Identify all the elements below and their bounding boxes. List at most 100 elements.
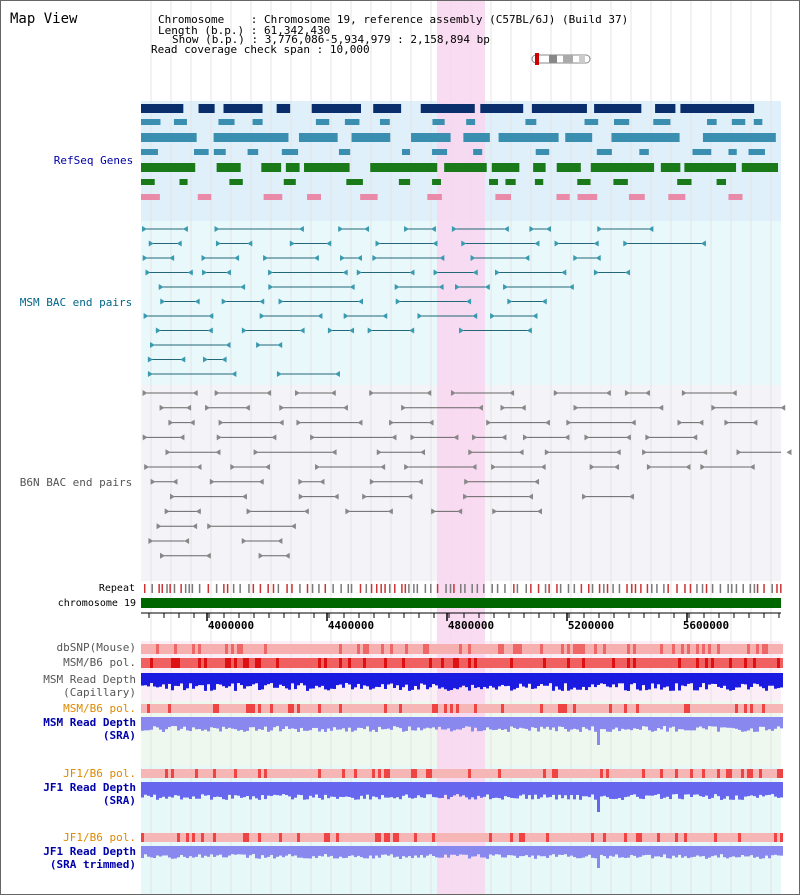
depth-bar xyxy=(738,846,741,858)
depth-bar xyxy=(666,782,669,797)
density-cell xyxy=(765,658,768,668)
density-cell xyxy=(537,704,540,713)
depth-bar xyxy=(177,846,180,858)
depth-bar xyxy=(483,717,486,731)
density-cell xyxy=(600,769,603,778)
density-cell xyxy=(609,658,612,668)
depth-bar xyxy=(558,782,561,795)
depth-bar xyxy=(633,717,636,729)
depth-bar xyxy=(627,782,630,797)
depth-bar xyxy=(561,782,564,799)
density-cell xyxy=(402,769,405,778)
bac-end-marker xyxy=(298,478,304,485)
depth-bar xyxy=(597,782,600,812)
density-cell xyxy=(339,658,342,668)
density-cell xyxy=(606,833,609,842)
depth-bar xyxy=(564,717,567,729)
density-cell xyxy=(213,644,216,654)
bac-end-marker xyxy=(644,390,650,396)
density-cell xyxy=(300,833,303,842)
depth-bar xyxy=(585,846,588,857)
gene-feature xyxy=(141,133,197,142)
density-cell xyxy=(309,833,312,842)
depth-bar xyxy=(231,673,234,684)
depth-bar xyxy=(348,717,351,728)
depth-bar xyxy=(228,673,231,687)
depth-bar xyxy=(603,782,606,796)
density-cell xyxy=(513,644,516,654)
depth-bar xyxy=(675,673,678,684)
density-cell xyxy=(753,704,756,713)
depth-bar xyxy=(513,673,516,690)
density-cell xyxy=(591,833,594,842)
depth-bar xyxy=(486,673,489,689)
depth-bar xyxy=(411,673,414,690)
density-cell xyxy=(393,658,396,668)
density-cell xyxy=(198,704,201,713)
density-cell xyxy=(732,704,735,713)
density-cell xyxy=(456,833,459,842)
depth-bar xyxy=(459,782,462,797)
density-cell xyxy=(414,833,417,842)
density-cell xyxy=(210,644,213,654)
density-cell xyxy=(309,658,312,668)
density-cell xyxy=(558,658,561,668)
depth-bar xyxy=(534,846,537,859)
gene-feature xyxy=(741,163,779,172)
density-cell xyxy=(489,658,492,668)
depth-bar xyxy=(744,717,747,732)
chromosome-ideogram[interactable] xyxy=(529,53,593,65)
density-cell xyxy=(513,833,516,842)
bac-end-marker xyxy=(461,240,467,247)
bac-end-marker xyxy=(345,508,351,515)
density-cell xyxy=(282,644,285,654)
repeat-mark xyxy=(169,584,171,593)
repeat-mark xyxy=(496,584,499,593)
density-cell xyxy=(711,658,714,668)
depth-bar xyxy=(729,846,732,858)
depth-bar xyxy=(402,673,405,688)
depth-bar xyxy=(162,673,165,685)
density-cell xyxy=(237,644,240,654)
depth-bar xyxy=(753,782,756,797)
bac-end-marker xyxy=(630,419,636,426)
depth-bar xyxy=(399,673,402,690)
gene-feature xyxy=(525,119,537,125)
bac-end-marker xyxy=(333,493,339,500)
density-cell xyxy=(720,704,723,713)
density-cell xyxy=(321,704,324,713)
repeat-mark xyxy=(705,584,708,593)
density-cell xyxy=(264,833,267,842)
depth-bar xyxy=(642,673,645,686)
density-cell xyxy=(411,769,414,778)
repeat-mark xyxy=(384,584,386,593)
bac-end-marker xyxy=(409,269,415,276)
density-cell xyxy=(435,704,438,713)
density-cell xyxy=(441,644,444,654)
depth-bar xyxy=(759,717,762,727)
repeat-mark xyxy=(350,584,353,593)
density-cell xyxy=(564,769,567,778)
density-cell xyxy=(543,704,546,713)
bac-end-marker xyxy=(380,464,386,470)
depth-bar xyxy=(183,782,186,798)
depth-bar xyxy=(423,846,426,858)
bac-end-marker xyxy=(395,298,401,305)
depth-bar xyxy=(159,717,162,730)
depth-bar xyxy=(636,673,639,690)
depth-bar xyxy=(189,673,192,684)
depth-bar xyxy=(648,846,651,855)
depth-bar xyxy=(414,717,417,731)
density-cell xyxy=(534,658,537,668)
density-cell xyxy=(357,833,360,842)
density-cell xyxy=(582,769,585,778)
repeat-mark xyxy=(656,584,658,593)
depth-bar xyxy=(318,717,321,732)
density-cell xyxy=(405,833,408,842)
bac-end-marker xyxy=(147,371,153,377)
depth-bar xyxy=(690,717,693,731)
density-cell xyxy=(675,833,678,842)
depth-bar xyxy=(252,717,255,728)
density-cell xyxy=(156,833,159,842)
density-cell xyxy=(405,704,408,713)
